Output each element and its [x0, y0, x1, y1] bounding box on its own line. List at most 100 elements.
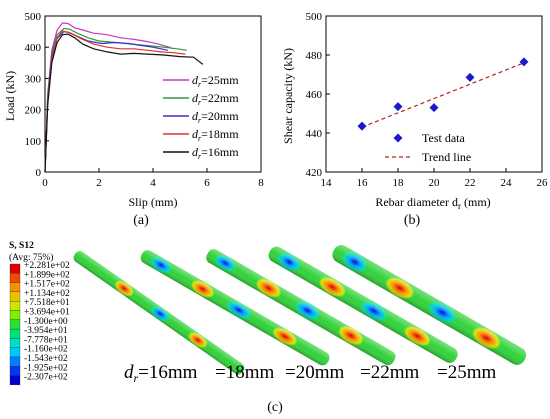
contour-legend-value: +1.517e+02 [24, 280, 70, 290]
shear-capacity-plot-frame [325, 15, 543, 173]
y-tick-label: 400 [25, 42, 42, 54]
contour-legend-value: -1.543e+02 [24, 354, 68, 364]
legend-series-name: =25mm [201, 73, 239, 87]
load-slip-series-line [44, 33, 204, 173]
test-data-point [465, 72, 475, 82]
legend-subscript: r [198, 134, 202, 143]
legend-prefix: d [192, 127, 199, 141]
contour-legend-value: -7.778e+01 [24, 335, 68, 345]
rebar-model-20mm [206, 249, 396, 366]
rebar-label-16mm: dr=16mm [124, 362, 198, 385]
legend-test-data-marker [393, 133, 403, 143]
contour-legend-value: +1.899e+02 [24, 270, 70, 280]
contour-legend-swatch [9, 356, 21, 367]
load-slip-series-line [44, 22, 174, 173]
rebar-label-22mm: =22mm [360, 362, 419, 383]
x-tick-label: 16 [357, 177, 369, 189]
y-tick-label: 500 [306, 11, 323, 23]
contour-legend-value: -1.925e+02 [24, 363, 68, 373]
legend-series-name: =16mm [201, 145, 239, 159]
y-tick-label: 480 [306, 50, 323, 62]
contour-legend-swatch [9, 366, 21, 376]
load-slip-series-line [44, 30, 168, 173]
shear-capacity-x-axis-label: Rebar diameter dr (mm) [375, 195, 490, 211]
load-slip-x-axis-label: Slip (mm) [128, 195, 177, 209]
load-slip-y-axis-label: Load (kN) [3, 71, 17, 121]
rebar-model-18mm [140, 250, 330, 366]
test-data-point [357, 121, 367, 131]
legend-subscript: r [198, 116, 202, 125]
x-tick-label: 8 [258, 177, 264, 189]
panel-b-caption: (b) [404, 213, 421, 228]
contour-legend-swatch [9, 319, 21, 330]
x-axis-label-unit: (mm) [461, 195, 491, 209]
shear-capacity-chart: 14 16 18 20 22 24 26 420 440 460 480 500 Test data T… [281, 11, 548, 228]
contour-legend-value: -1.300e+00 [24, 317, 68, 327]
contour-legend-swatch [9, 328, 21, 339]
contour-legend-swatch [9, 273, 21, 283]
test-data-point [393, 102, 403, 112]
rebar-model-25mm [332, 245, 527, 365]
load-slip-series-line [44, 27, 187, 173]
contour-legend-swatch [9, 347, 21, 358]
y-tick-label: 440 [306, 128, 323, 140]
legend-entry: dr=18mm [192, 127, 239, 143]
shear-capacity-y-axis-label: Shear capacity (kN) [281, 48, 295, 144]
legend-prefix: d [192, 91, 199, 105]
x-tick-label: 6 [204, 177, 210, 189]
contour-legend-swatch [9, 301, 21, 311]
contour-legend-subtitle: (Avg: 75%) [9, 252, 53, 263]
x-tick-label: 14 [321, 177, 333, 189]
x-tick-label: 2 [96, 177, 102, 189]
legend-trend-line-label: Trend line [422, 150, 471, 164]
legend-series-name: =18mm [201, 127, 239, 141]
contour-legend-value: +7.518e+01 [24, 298, 70, 308]
contour-legend-value: -3.954e+01 [24, 326, 68, 336]
rebar-label-25mm: =25mm [437, 362, 496, 383]
test-data-point [519, 57, 529, 67]
y-tick-label: 500 [25, 11, 42, 23]
y-tick-label: 420 [306, 167, 323, 179]
x-tick-label: 18 [393, 177, 405, 189]
legend-series-name: =22mm [201, 91, 239, 105]
legend-subscript: r [198, 152, 202, 161]
y-tick-label: 300 [25, 73, 42, 85]
x-tick-label: 0 [42, 177, 48, 189]
y-tick-label: 200 [25, 105, 42, 117]
y-tick-label: 460 [306, 89, 323, 101]
contour-legend-title: S, S12 [9, 241, 34, 251]
rebar-label-subscript: r [134, 371, 139, 385]
rebar-label-prefix: d [124, 362, 134, 383]
panel-c-caption: (c) [267, 400, 283, 415]
contour-legend-value: +2.281e+02 [24, 261, 70, 271]
legend-entry: dr=25mm [192, 73, 239, 89]
contour-legend-value: -1.160e+02 [24, 345, 68, 355]
legend-subscript: r [198, 98, 202, 107]
y-tick-label: 100 [25, 136, 42, 148]
rebar-model-22mm [268, 246, 458, 363]
legend-series-name: =20mm [201, 109, 239, 123]
x-tick-label: 24 [501, 177, 513, 189]
fe-stress-contour-panel: S, S12 (Avg: 75%) +2.281e+02+1.899e+02+1… [9, 241, 527, 415]
x-tick-label: 26 [537, 177, 549, 189]
rebar-label-value: =16mm [138, 362, 197, 383]
contour-legend-value: -2.307e+02 [24, 373, 68, 383]
y-tick-label: 0 [36, 167, 42, 179]
legend-subscript: r [198, 80, 202, 89]
panel-a-caption: (a) [133, 213, 149, 228]
legend-prefix: d [192, 109, 199, 123]
contour-legend-swatch [9, 291, 21, 302]
rebar-label-20mm: =20mm [285, 362, 344, 383]
legend-prefix: d [192, 73, 199, 87]
load-slip-series-line [44, 30, 186, 173]
x-tick-label: 20 [429, 177, 441, 189]
contour-legend-swatch [9, 375, 21, 386]
test-data-point [429, 103, 439, 113]
legend-entry: dr=20mm [192, 109, 239, 125]
x-axis-label-subscript: r [458, 201, 461, 211]
legend-entry: dr=16mm [192, 145, 239, 161]
contour-legend-swatch [9, 338, 21, 348]
x-tick-label: 22 [465, 177, 476, 189]
